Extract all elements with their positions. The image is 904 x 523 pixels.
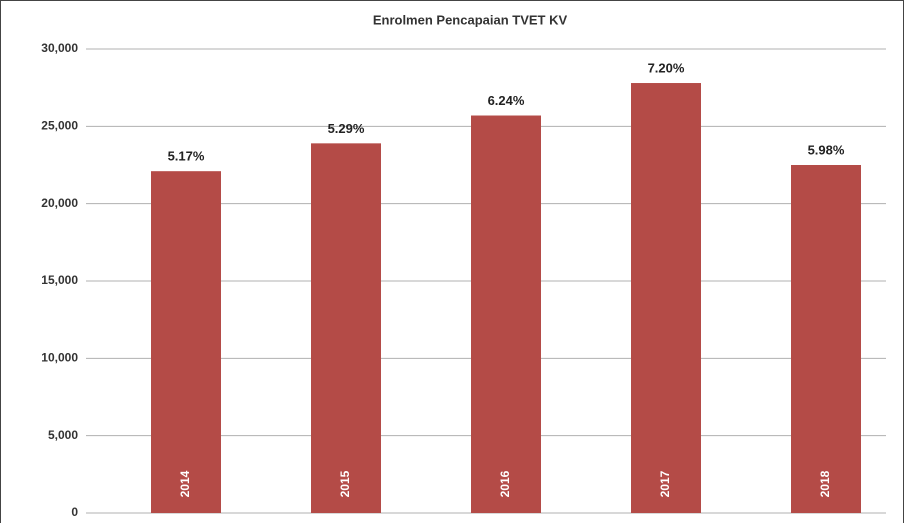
bar-label: 5.98% — [808, 142, 845, 157]
y-tick-label: 20,000 — [41, 196, 78, 210]
y-tick-label: 30,000 — [41, 41, 78, 55]
bar — [151, 171, 221, 514]
y-tick-label: 15,000 — [41, 273, 78, 287]
x-tick-label: 2017 — [658, 470, 672, 497]
bar — [471, 115, 541, 514]
x-tick-label: 2018 — [818, 470, 832, 497]
y-tick-label: 5,000 — [48, 428, 78, 442]
x-tick-label: 2014 — [178, 470, 192, 497]
bar — [631, 83, 701, 513]
chart-title: Enrolmen Pencapaian TVET KV — [373, 12, 568, 27]
y-tick-label: 10,000 — [41, 351, 78, 365]
bar — [311, 143, 381, 513]
bar-label: 7.20% — [648, 60, 685, 75]
bar-label: 5.29% — [328, 121, 365, 136]
bar-label: 5.17% — [168, 149, 205, 164]
y-tick-label: 25,000 — [41, 119, 78, 133]
x-tick-label: 2015 — [338, 470, 352, 497]
x-tick-label: 2016 — [498, 470, 512, 497]
bar — [791, 165, 861, 513]
bar-label: 6.24% — [488, 93, 525, 108]
y-tick-label: 0 — [71, 505, 78, 519]
